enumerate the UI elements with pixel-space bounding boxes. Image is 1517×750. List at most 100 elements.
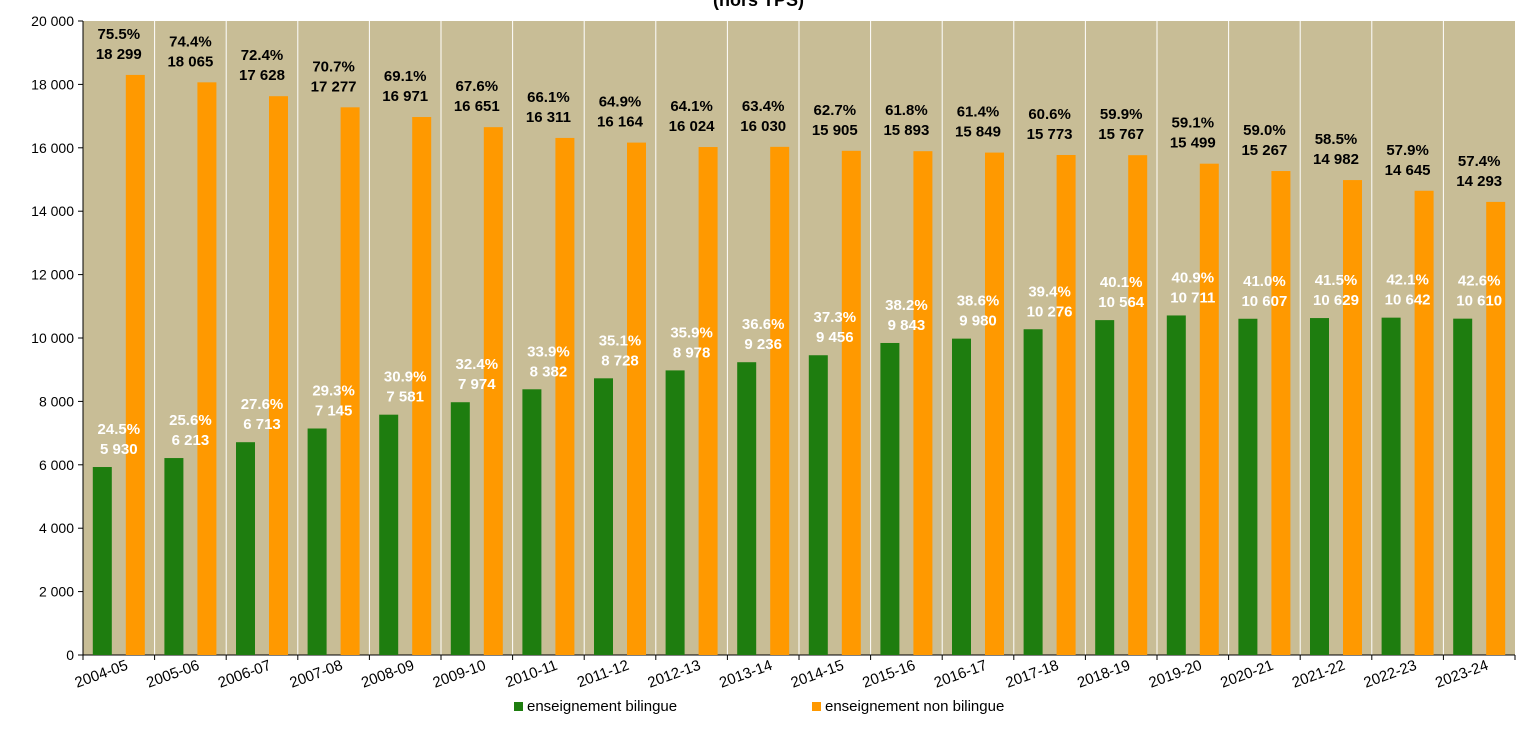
data-label-non-bilingue-value: 16 311 — [526, 109, 571, 126]
bar-non-bilingue — [913, 151, 933, 655]
data-label-bilingue-value: 9 456 — [816, 329, 854, 346]
x-tick-label: 2009-10 — [431, 657, 489, 692]
y-tick-label: 8 000 — [39, 393, 74, 409]
data-label-bilingue-value: 10 711 — [1170, 289, 1215, 306]
y-tick-label: 12 000 — [31, 267, 74, 283]
data-label-bilingue-percent: 33.9% — [527, 343, 570, 360]
data-label-bilingue-value: 6 213 — [172, 432, 210, 449]
bar-non-bilingue — [698, 147, 718, 656]
bar-non-bilingue — [483, 127, 503, 655]
data-label-bilingue-percent: 38.2% — [885, 297, 928, 314]
x-tick-label: 2021-22 — [1290, 657, 1348, 692]
bar-bilingue — [880, 342, 900, 655]
x-tick-label: 2016-17 — [932, 657, 990, 692]
data-label-bilingue-value: 9 236 — [744, 336, 782, 353]
data-label-non-bilingue-value: 14 982 — [1313, 151, 1359, 168]
data-label-non-bilingue-percent: 69.1% — [384, 68, 427, 85]
data-label-bilingue-percent: 29.3% — [312, 383, 355, 400]
x-tick-label: 2004-05 — [73, 657, 131, 692]
data-label-non-bilingue-value: 15 499 — [1170, 135, 1216, 152]
bar-non-bilingue — [1271, 171, 1291, 655]
bar-bilingue — [522, 389, 542, 655]
data-label-bilingue-value: 7 581 — [386, 389, 424, 406]
data-label-non-bilingue-value: 15 773 — [1027, 126, 1073, 143]
data-label-non-bilingue-value: 17 277 — [311, 78, 357, 95]
x-tick-label: 2006-07 — [216, 657, 274, 692]
x-tick-label: 2012-13 — [645, 657, 703, 692]
data-label-bilingue-value: 10 607 — [1241, 293, 1287, 310]
data-label-non-bilingue-value: 15 849 — [955, 124, 1001, 141]
y-tick-label: 2 000 — [39, 584, 74, 600]
bar-bilingue — [594, 378, 613, 655]
legend: enseignement bilingue enseignement non b… — [0, 698, 1517, 718]
data-label-bilingue-percent: 40.9% — [1172, 269, 1215, 286]
data-label-non-bilingue-value: 15 905 — [812, 122, 858, 139]
x-tick-label: 2013-14 — [717, 657, 775, 692]
data-label-bilingue-value: 8 978 — [673, 344, 711, 361]
x-tick-label: 2010-11 — [503, 657, 559, 691]
bar-bilingue — [1238, 318, 1258, 655]
data-label-bilingue-percent: 41.0% — [1243, 273, 1286, 290]
bar-non-bilingue — [1056, 154, 1076, 655]
bar-bilingue — [379, 414, 399, 655]
data-label-bilingue-percent: 38.6% — [957, 293, 1000, 310]
data-label-non-bilingue-value: 15 893 — [883, 122, 929, 139]
y-tick-label: 10 000 — [31, 330, 74, 346]
bar-bilingue — [952, 338, 971, 655]
data-label-non-bilingue-value: 16 164 — [597, 114, 644, 131]
bar-bilingue — [808, 355, 828, 655]
x-tick-label: 2019-20 — [1147, 657, 1205, 692]
bar-bilingue — [1095, 320, 1115, 655]
bar-non-bilingue — [1128, 155, 1148, 655]
data-label-non-bilingue-percent: 63.4% — [742, 98, 785, 115]
bar-bilingue — [307, 428, 327, 655]
bar-non-bilingue — [197, 82, 217, 656]
y-tick-label: 0 — [66, 647, 74, 663]
x-tick-label: 2023-24 — [1433, 657, 1491, 692]
y-tick-label: 20 000 — [31, 13, 74, 29]
data-label-non-bilingue-percent: 74.4% — [169, 33, 212, 50]
bar-bilingue — [1310, 318, 1329, 655]
y-tick-label: 16 000 — [31, 140, 74, 156]
data-label-bilingue-value: 7 974 — [458, 376, 496, 393]
x-tick-label: 2020-21 — [1218, 657, 1276, 692]
legend-label-bilingue: enseignement bilingue — [527, 698, 678, 715]
data-label-bilingue-value: 9 843 — [888, 317, 926, 334]
bar-non-bilingue — [1343, 180, 1362, 655]
bar-non-bilingue — [340, 107, 360, 656]
data-label-non-bilingue-percent: 59.0% — [1243, 122, 1286, 139]
data-label-non-bilingue-percent: 70.7% — [312, 58, 355, 75]
data-label-non-bilingue-value: 14 645 — [1385, 162, 1431, 179]
data-label-bilingue-value: 8 382 — [530, 363, 568, 380]
bar-non-bilingue — [125, 74, 145, 656]
data-label-bilingue-value: 10 610 — [1456, 293, 1502, 310]
data-label-non-bilingue-percent: 59.9% — [1100, 106, 1143, 123]
y-tick-label: 14 000 — [31, 203, 74, 219]
bar-bilingue — [1023, 329, 1043, 655]
bar-bilingue — [164, 458, 184, 655]
bar-non-bilingue — [412, 117, 432, 656]
y-tick-label: 4 000 — [39, 520, 74, 536]
data-label-bilingue-percent: 39.4% — [1028, 283, 1071, 300]
bar-bilingue — [1166, 315, 1186, 655]
x-tick-label: 2011-12 — [575, 657, 631, 691]
data-label-non-bilingue-percent: 64.9% — [599, 94, 642, 111]
y-tick-label: 18 000 — [31, 76, 74, 92]
chart-title: (hors TPS) — [712, 0, 804, 10]
data-label-non-bilingue-value: 18 065 — [167, 53, 213, 70]
bar-non-bilingue — [985, 152, 1004, 655]
bar-bilingue — [665, 370, 685, 655]
data-label-bilingue-value: 5 930 — [100, 441, 138, 458]
data-label-bilingue-percent: 35.9% — [670, 324, 713, 341]
data-label-bilingue-percent: 42.1% — [1386, 272, 1429, 289]
x-tick-label: 2008-09 — [359, 657, 417, 692]
x-tick-label: 2007-08 — [287, 657, 345, 692]
data-label-bilingue-percent: 36.6% — [742, 316, 785, 333]
bar-non-bilingue — [269, 96, 288, 656]
legend-item-non-bilingue: enseignement non bilingue — [812, 698, 1004, 715]
bar-non-bilingue — [555, 137, 575, 656]
bar-non-bilingue — [770, 146, 790, 655]
data-label-non-bilingue-percent: 64.1% — [670, 98, 713, 115]
